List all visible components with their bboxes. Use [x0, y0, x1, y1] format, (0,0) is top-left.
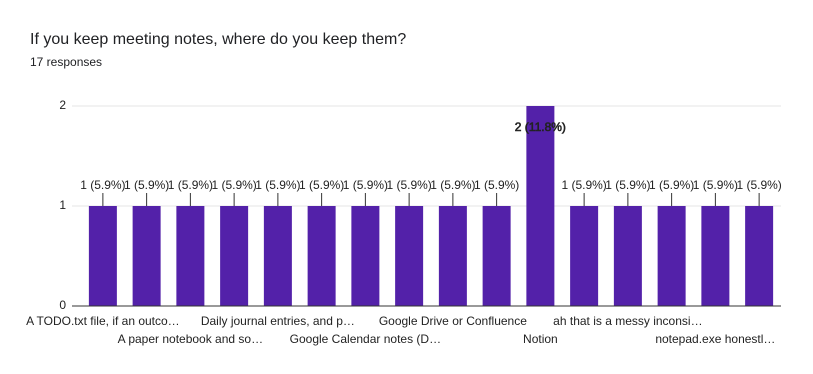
chart-subtitle: 17 responses	[30, 55, 102, 69]
x-tick-label: A TODO.txt file, if an outco…	[26, 314, 180, 328]
data-label: 1 (5.9%)	[386, 178, 431, 192]
x-tick-label: notepad.exe honestl…	[655, 332, 775, 346]
x-tick-label: Google Calendar notes (D…	[290, 332, 441, 346]
data-label: 1 (5.9%)	[343, 178, 388, 192]
data-label: 1 (5.9%)	[211, 178, 256, 192]
data-label: 1 (5.9%)	[736, 178, 781, 192]
x-tick-label: Google Drive or Confluence	[379, 314, 527, 328]
data-label: 1 (5.9%)	[693, 178, 738, 192]
y-tick-label: 0	[59, 298, 66, 312]
bar	[657, 206, 686, 306]
data-label: 1 (5.9%)	[299, 178, 344, 192]
data-label: 1 (5.9%)	[474, 178, 519, 192]
data-label: 1 (5.9%)	[168, 178, 213, 192]
data-label: 1 (5.9%)	[124, 178, 169, 192]
y-tick-label: 1	[59, 198, 66, 212]
bar	[745, 206, 774, 306]
x-tick-label: A paper notebook and so…	[118, 332, 263, 346]
bar	[220, 206, 249, 306]
x-tick-label: ah that is a messy inconsi…	[553, 314, 702, 328]
bar	[570, 206, 599, 306]
bar	[526, 106, 555, 306]
bar	[438, 206, 467, 306]
data-label: 2 (11.8%)	[515, 120, 566, 134]
data-label: 1 (5.9%)	[430, 178, 475, 192]
bar	[132, 206, 161, 306]
x-tick-label: Daily journal entries, and p…	[201, 314, 355, 328]
data-label: 1 (5.9%)	[605, 178, 650, 192]
bar	[701, 206, 730, 306]
data-label: 1 (5.9%)	[80, 178, 125, 192]
x-tick-label: Notion	[523, 332, 558, 346]
chart-title: If you keep meeting notes, where do you …	[30, 31, 406, 48]
data-label: 1 (5.9%)	[561, 178, 606, 192]
bar	[351, 206, 380, 306]
bar	[307, 206, 336, 306]
bar	[263, 206, 292, 306]
bar	[613, 206, 642, 306]
bar	[88, 206, 117, 306]
bar	[176, 206, 205, 306]
data-label: 1 (5.9%)	[649, 178, 694, 192]
bar	[482, 206, 511, 306]
y-tick-label: 2	[59, 98, 66, 112]
bar	[395, 206, 424, 306]
data-label: 1 (5.9%)	[255, 178, 300, 192]
